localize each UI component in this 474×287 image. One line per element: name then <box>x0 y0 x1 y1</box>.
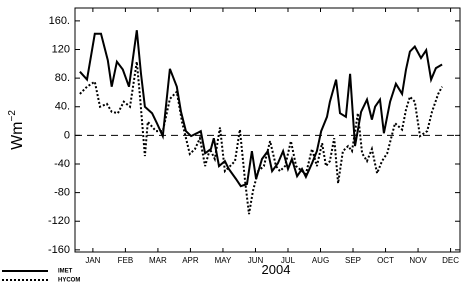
y-tick-label: -80 <box>54 187 70 199</box>
y-tick-label: 40. <box>55 101 70 113</box>
legend-label: HYCOM <box>58 278 80 284</box>
y-tick-label: -40 <box>54 158 70 170</box>
x-tick-label: MAR <box>149 256 167 265</box>
x-tick-label: NOV <box>409 256 427 265</box>
y-axis-label-exponent: −2 <box>7 110 18 122</box>
y-tick-label: 0 <box>64 129 70 141</box>
y-tick-label: 160. <box>49 15 70 27</box>
y-axis-label-group: Wm−2 <box>7 110 26 150</box>
x-tick-label: AUG <box>312 256 329 265</box>
y-axis-label-base: Wm <box>9 121 26 149</box>
x-tick-label: SEP <box>345 256 361 265</box>
x-tick-label: DEC <box>442 256 459 265</box>
y-tick-label: 80. <box>55 72 70 84</box>
y-tick-label: -120 <box>48 215 70 227</box>
x-tick-label: OCT <box>377 256 394 265</box>
x-tick-label: JUL <box>281 256 296 265</box>
x-tick-label: JUN <box>248 256 264 265</box>
legend-label: IMET <box>58 269 73 275</box>
x-tick-label: MAY <box>215 256 232 265</box>
y-tick-label: -160 <box>48 244 70 256</box>
y-axis-label: Wm−2 <box>7 110 26 150</box>
series-line <box>79 61 443 215</box>
x-axis-label: 2004 <box>262 262 291 277</box>
x-tick-label: FEB <box>118 256 134 265</box>
plot-frame <box>74 7 461 253</box>
series-line <box>79 30 443 188</box>
y-tick-label: 120 <box>52 43 70 55</box>
x-tick-label: JAN <box>85 256 100 265</box>
x-tick-label: APR <box>182 256 199 265</box>
